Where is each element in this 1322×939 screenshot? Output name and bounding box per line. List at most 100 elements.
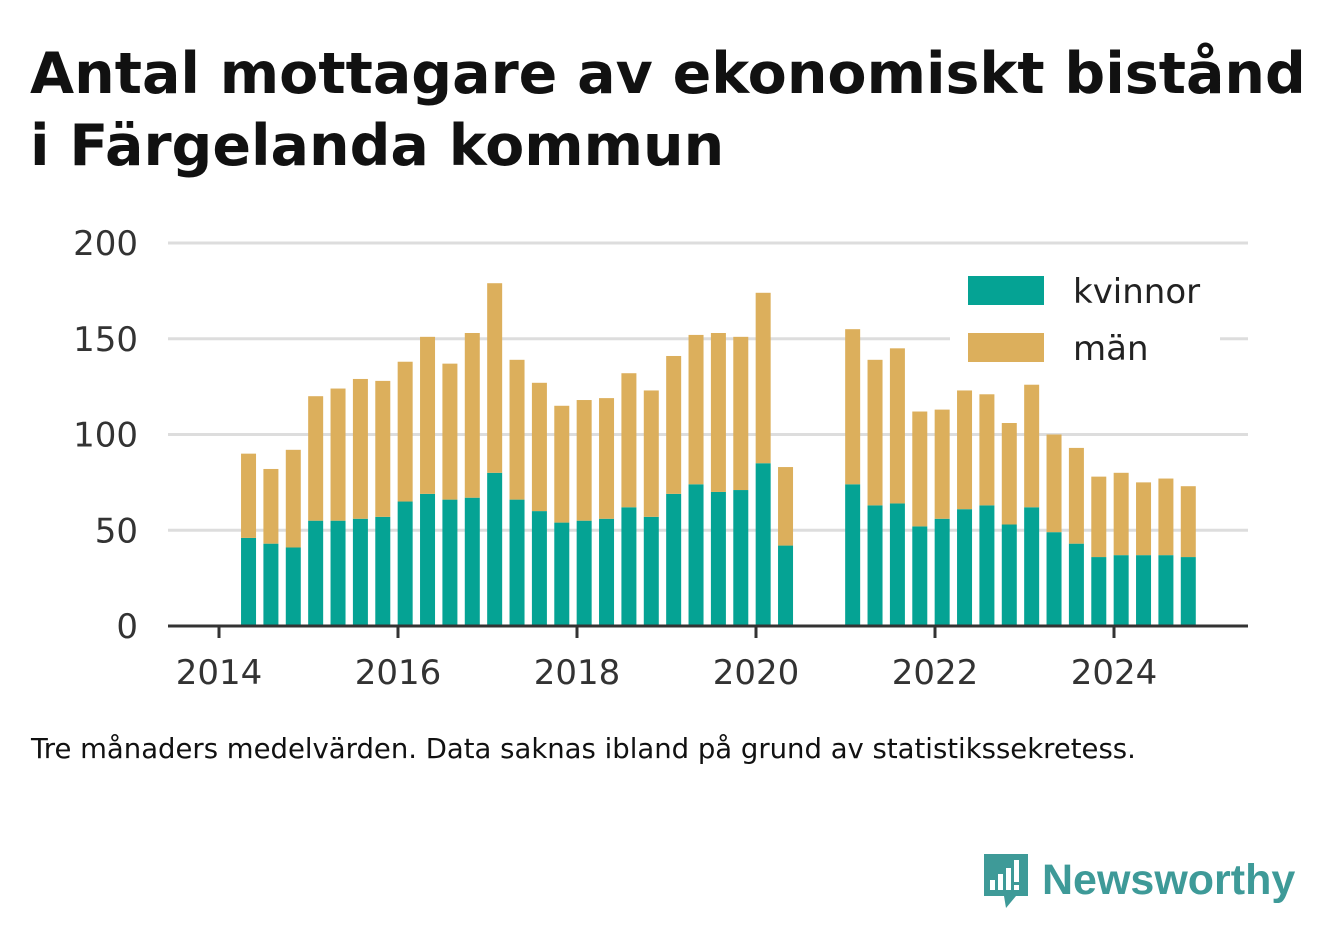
bar-man	[643, 390, 659, 517]
bar-kvinnor	[263, 543, 279, 626]
legend-swatch-kvinnor	[968, 276, 1044, 305]
bar-man	[867, 359, 883, 506]
bar-kvinnor	[554, 522, 570, 626]
bar-kvinnor	[957, 509, 973, 626]
y-tick-label: 0	[116, 607, 138, 647]
y-tick-label: 50	[95, 511, 138, 551]
bar-man	[576, 400, 592, 521]
y-tick-label: 150	[73, 320, 138, 360]
x-tick-label: 2016	[355, 653, 442, 693]
legend: kvinnor män	[950, 265, 1220, 375]
x-tick-label: 2018	[534, 653, 621, 693]
x-tick-label: 2020	[713, 653, 800, 693]
footnote: Tre månaders medelvärden. Data saknas ib…	[31, 733, 1136, 765]
bar-man	[442, 363, 458, 500]
bar-kvinnor	[285, 547, 301, 626]
legend-label-man: män	[1073, 329, 1149, 369]
bar-man	[241, 453, 257, 538]
bar-kvinnor	[778, 545, 794, 626]
bar-man	[1180, 486, 1196, 558]
bar-man	[464, 333, 480, 498]
bar-man	[420, 336, 436, 494]
bar-kvinnor	[464, 497, 480, 626]
bar-kvinnor	[531, 511, 547, 626]
bar-man	[733, 336, 749, 491]
bar-kvinnor	[934, 518, 950, 626]
bar-man	[1068, 447, 1084, 544]
newsworthy-logo: Newsworthy	[980, 848, 1295, 912]
bar-man	[487, 283, 503, 473]
bar-kvinnor	[979, 505, 995, 626]
bar-kvinnor	[912, 526, 928, 626]
bar-kvinnor	[867, 505, 883, 626]
bar-man	[845, 329, 861, 485]
bar-man	[554, 405, 570, 523]
bar-kvinnor	[710, 491, 726, 626]
bar-kvinnor	[1136, 555, 1152, 626]
bar-kvinnor	[688, 484, 704, 626]
bar-man	[1001, 423, 1017, 525]
bar-kvinnor	[397, 501, 413, 626]
bar-man	[1091, 476, 1107, 558]
bar-man	[688, 334, 704, 485]
bar-kvinnor	[1091, 557, 1107, 626]
bar-kvinnor	[733, 490, 749, 626]
bar-man	[778, 467, 794, 546]
bar-man	[1024, 384, 1040, 508]
y-axis-ticks: 0 50 100 150 200	[73, 224, 138, 647]
bar-man	[1046, 434, 1062, 533]
bar-kvinnor	[442, 499, 458, 626]
brand-name: Newsworthy	[1042, 855, 1296, 904]
bar-kvinnor	[889, 503, 905, 626]
bar-kvinnor	[1001, 524, 1017, 626]
bar-kvinnor	[1024, 507, 1040, 626]
bar-kvinnor	[576, 520, 592, 626]
legend-label-kvinnor: kvinnor	[1073, 272, 1200, 312]
bar-man	[1158, 478, 1174, 556]
bar-man	[509, 359, 525, 500]
bar-kvinnor	[1068, 543, 1084, 626]
bar-kvinnor	[375, 516, 391, 626]
bar-man	[531, 382, 547, 512]
bar-kvinnor	[308, 520, 324, 626]
bar-kvinnor	[755, 463, 771, 626]
bar-man	[1136, 482, 1152, 556]
x-tick-label: 2024	[1071, 653, 1158, 693]
bar-kvinnor	[666, 493, 682, 626]
bar-man	[397, 361, 413, 502]
y-tick-label: 100	[73, 416, 138, 456]
bar-chart-speech-bubble-icon	[984, 854, 1028, 908]
chart-title: Antal mottagare av ekonomiskt bistånd i …	[30, 41, 1306, 179]
bar-kvinnor	[420, 493, 436, 626]
bar-kvinnor	[845, 484, 861, 626]
bar-kvinnor	[599, 518, 615, 626]
bar-man	[755, 292, 771, 464]
bar-kvinnor	[241, 537, 257, 626]
bar-kvinnor	[352, 518, 368, 626]
bar-man	[912, 411, 928, 527]
bar-man	[979, 394, 995, 506]
bar-kvinnor	[621, 507, 637, 626]
bar-man	[666, 355, 682, 494]
x-tick-label: 2022	[892, 653, 979, 693]
bar-man	[599, 398, 615, 519]
bar-kvinnor	[330, 520, 346, 626]
bars	[241, 283, 1196, 626]
bar-man	[285, 449, 301, 548]
bar-man	[330, 388, 346, 521]
bar-man	[710, 333, 726, 492]
bar-kvinnor	[643, 516, 659, 626]
bar-man	[957, 390, 973, 510]
x-axis: 2014 2016 2018 2020 2022 2024	[168, 624, 1248, 693]
x-tick-label: 2014	[176, 653, 263, 693]
bar-man	[1113, 472, 1129, 556]
bar-kvinnor	[1180, 557, 1196, 626]
bar-man	[308, 396, 324, 521]
bar-man	[263, 468, 279, 544]
bar-man	[934, 409, 950, 519]
bar-kvinnor	[487, 472, 503, 626]
bar-man	[621, 373, 637, 508]
bar-kvinnor	[509, 499, 525, 626]
bar-kvinnor	[1158, 555, 1174, 626]
